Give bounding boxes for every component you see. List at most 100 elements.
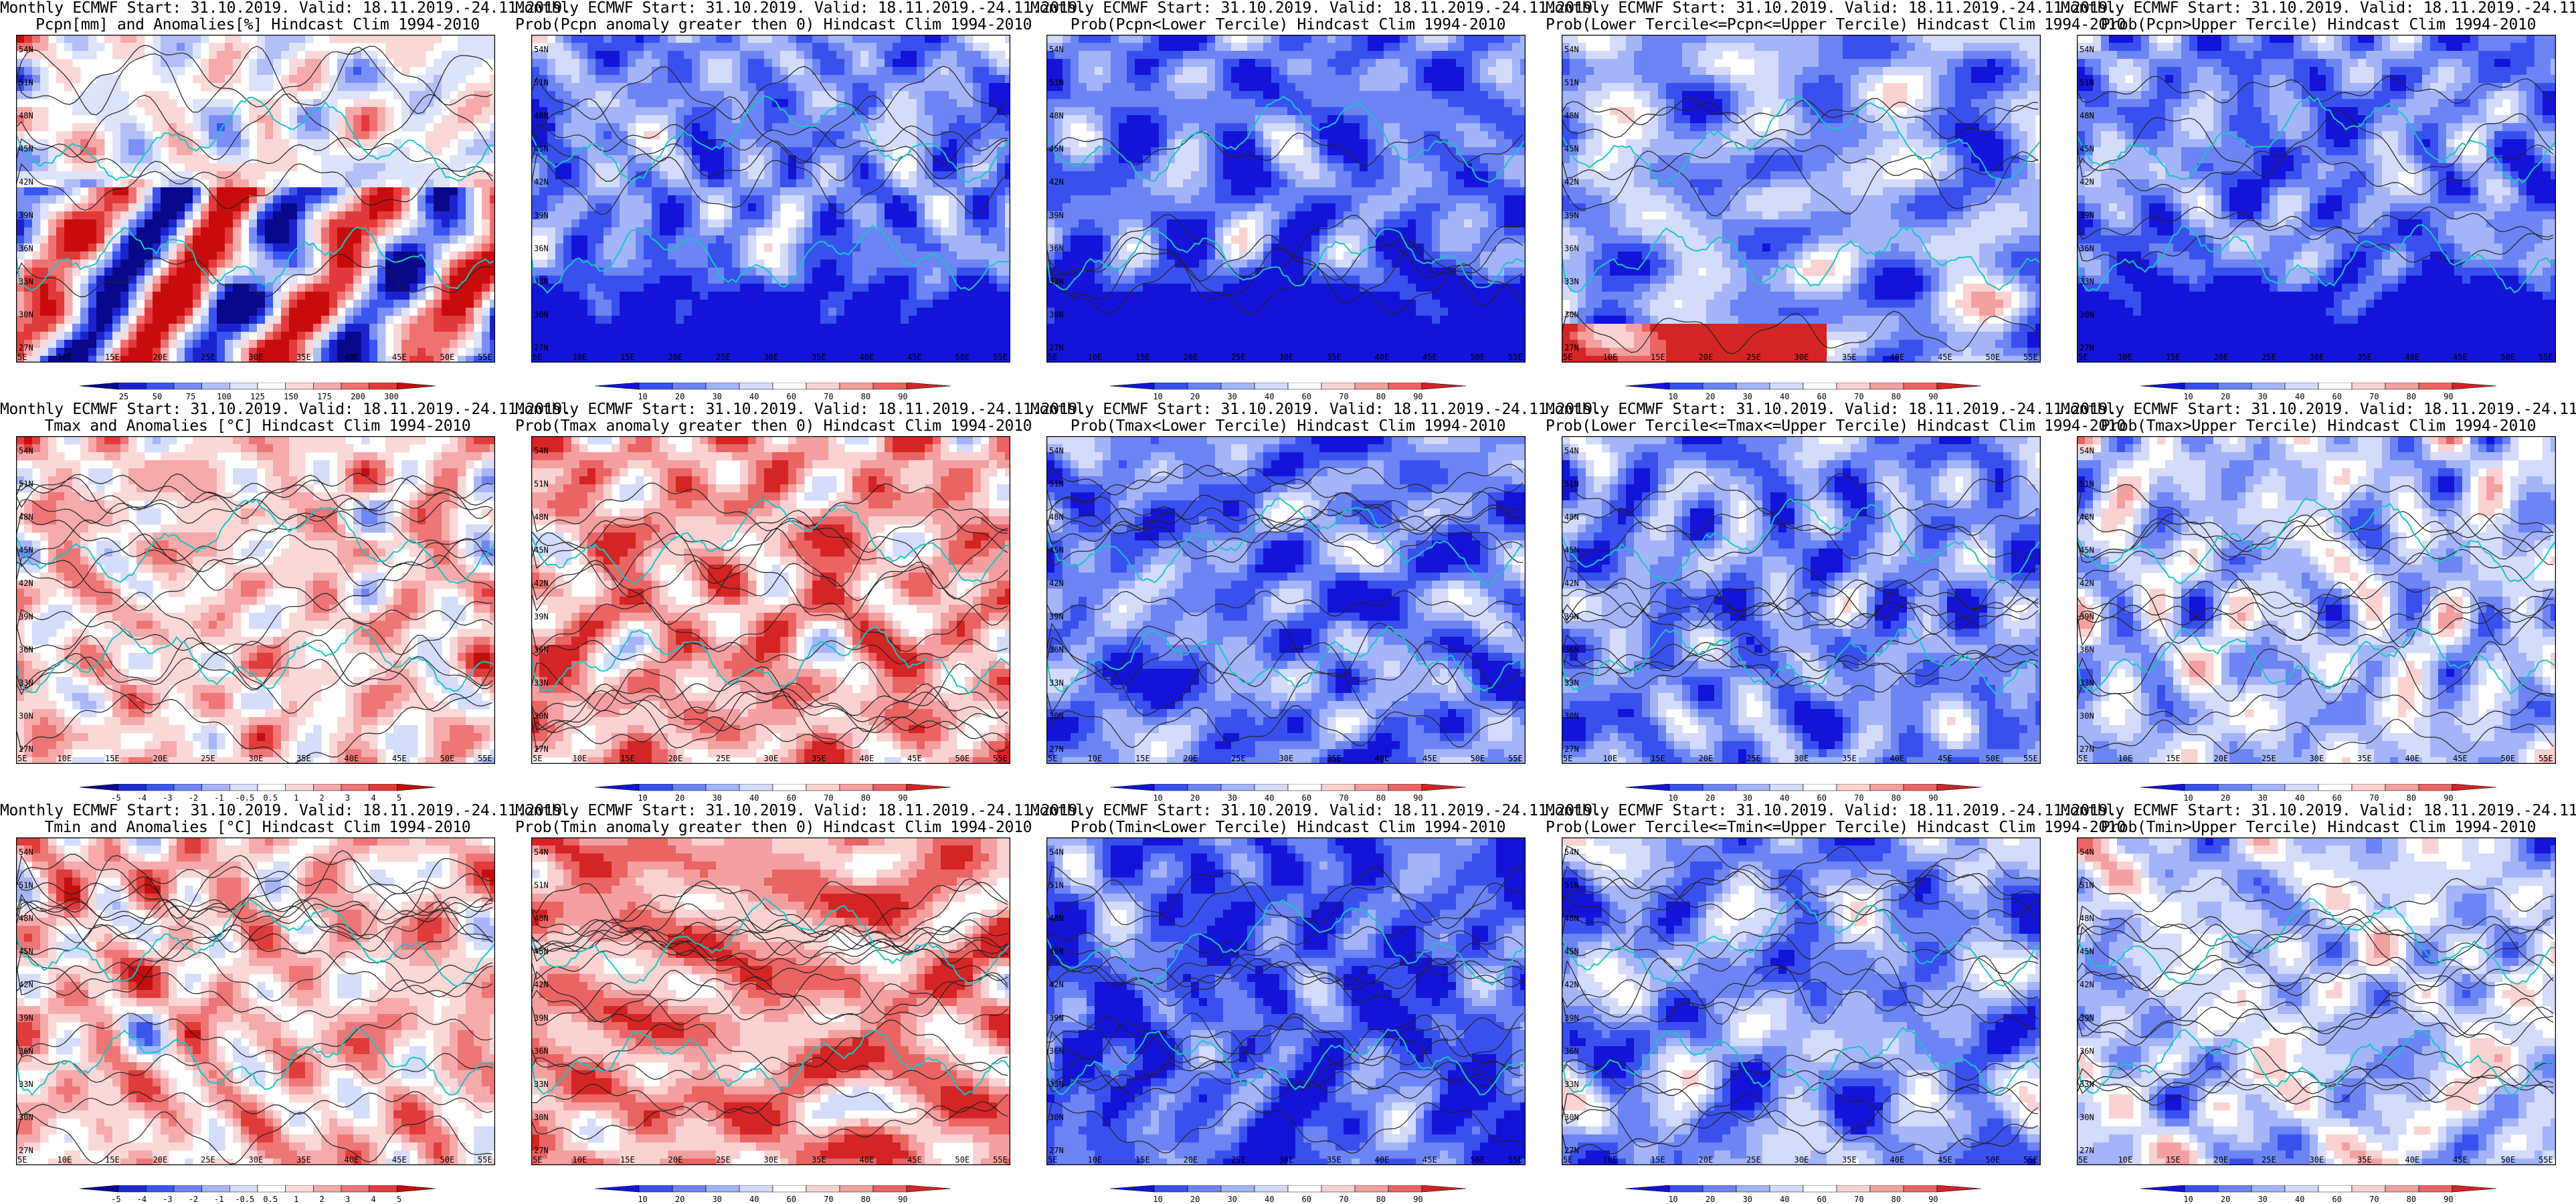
- field-cell: [965, 195, 974, 204]
- field-cell: [1005, 115, 1010, 124]
- field-cell: [812, 155, 821, 164]
- field-cell: [660, 308, 668, 316]
- field-cell: [660, 340, 668, 348]
- field-cell: [571, 187, 580, 196]
- field-cell: [941, 284, 949, 292]
- field-cell: [169, 179, 177, 188]
- field-cell: [724, 268, 733, 276]
- field-cell: [377, 252, 386, 260]
- field-cell: [80, 348, 89, 357]
- field-cell: [676, 163, 684, 172]
- field-cell: [684, 276, 693, 284]
- field-cell: [716, 252, 725, 260]
- field-cell: [772, 284, 781, 292]
- field-cell: [1005, 75, 1010, 84]
- field-cell: [1063, 35, 1071, 43]
- field-cell: [764, 155, 773, 164]
- field-cell: [329, 243, 338, 252]
- field-cell: [636, 75, 644, 84]
- field-cell: [756, 292, 765, 300]
- field-cell: [901, 268, 909, 276]
- field-cell: [587, 219, 596, 228]
- field-cell: [225, 300, 234, 308]
- field-cell: [885, 43, 893, 52]
- field-cell: [812, 324, 821, 332]
- field-cell: [587, 83, 596, 92]
- field-cell: [466, 195, 474, 204]
- field-cell: [112, 308, 121, 316]
- field-cell: [997, 332, 1006, 340]
- field-cell: [660, 284, 668, 292]
- field-cell: [997, 75, 1006, 84]
- field-cell: [1183, 59, 1192, 68]
- field-cell: [587, 187, 596, 196]
- field-cell: [136, 268, 145, 276]
- field-cell: [563, 203, 572, 212]
- field-cell: [788, 67, 797, 76]
- field-cell: [361, 163, 370, 172]
- field-cell: [321, 107, 330, 116]
- field-cell: [1103, 51, 1111, 60]
- field-cell: [409, 340, 418, 348]
- field-cell: [377, 356, 386, 363]
- field-cell: [418, 268, 426, 276]
- field-cell: [96, 99, 105, 108]
- field-cell: [660, 235, 668, 244]
- field-cell: [997, 276, 1006, 284]
- field-cell: [458, 340, 466, 348]
- field-cell: [305, 308, 314, 316]
- field-cell: [385, 300, 394, 308]
- field-cell: [563, 332, 572, 340]
- field-cell: [788, 155, 797, 164]
- field-cell: [145, 107, 153, 116]
- field-cell: [724, 131, 733, 140]
- field-cell: [281, 276, 290, 284]
- field-cell: [860, 35, 869, 43]
- field-cell: [893, 292, 901, 300]
- field-cell: [547, 227, 556, 236]
- field-cell: [353, 243, 362, 252]
- field-cell: [957, 300, 965, 308]
- field-cell: [740, 332, 749, 340]
- field-cell: [233, 316, 242, 324]
- field-cell: [1207, 51, 1216, 60]
- field-cell: [796, 147, 805, 156]
- field-cell: [700, 155, 709, 164]
- field-cell: [644, 324, 652, 332]
- field-cell: [989, 227, 998, 236]
- field-cell: [692, 35, 701, 43]
- field-cell: [579, 203, 588, 212]
- field-cell: [973, 107, 982, 116]
- field-cell: [1311, 67, 1320, 76]
- field-cell: [377, 179, 386, 188]
- field-cell: [482, 99, 490, 108]
- field-cell: [868, 348, 877, 357]
- field-cell: [949, 67, 957, 76]
- field-cell: [161, 227, 169, 236]
- field-cell: [201, 308, 209, 316]
- field-cell: [1344, 83, 1352, 92]
- field-cell: [353, 308, 362, 316]
- field-cell: [587, 123, 596, 132]
- field-cell: [88, 235, 97, 244]
- field-cell: [418, 356, 426, 363]
- field-cell: [595, 115, 604, 124]
- field-cell: [676, 179, 684, 188]
- field-cell: [836, 227, 845, 236]
- field-cell: [64, 219, 73, 228]
- field-cell: [668, 211, 676, 220]
- field-cell: [1063, 43, 1071, 52]
- field-cell: [909, 171, 917, 180]
- field-cell: [136, 139, 145, 148]
- field-cell: [273, 260, 282, 268]
- field-cell: [885, 83, 893, 92]
- field-cell: [409, 115, 418, 124]
- field-cell: [193, 292, 201, 300]
- field-cell: [185, 300, 193, 308]
- field-cell: [482, 131, 490, 140]
- field-cell: [434, 99, 442, 108]
- field-cell: [265, 308, 274, 316]
- field-cell: [973, 332, 982, 340]
- field-cell: [281, 268, 290, 276]
- field-cell: [313, 300, 322, 308]
